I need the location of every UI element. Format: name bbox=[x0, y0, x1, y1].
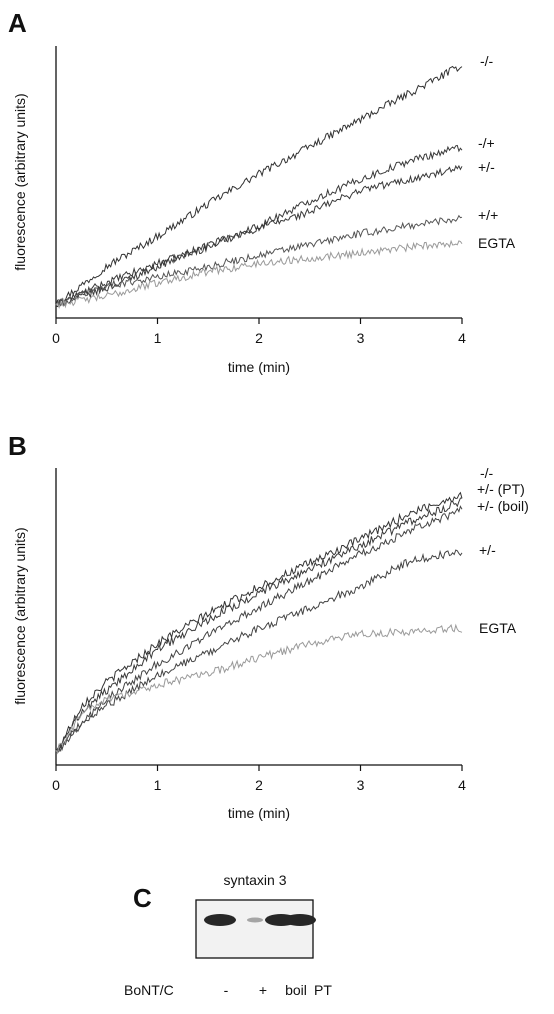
x-tick-label: 4 bbox=[458, 330, 466, 346]
x-tick-label: 2 bbox=[255, 330, 263, 346]
panel-a-series bbox=[55, 65, 463, 310]
panel-b-y-label: fluorescence (arbitrary units) bbox=[12, 527, 28, 704]
panel-b-label-pt: +/- (PT) bbox=[477, 481, 525, 497]
blot-lane-label-4: PT bbox=[314, 982, 332, 998]
panel-b-label-plus-minus: +/- bbox=[479, 542, 496, 558]
blot-lane-label-2: + bbox=[259, 982, 267, 998]
panel-b-label-boil: +/- (boil) bbox=[477, 498, 529, 514]
series-line-2 bbox=[55, 497, 462, 752]
panel-a-label-minus-plus: -/+ bbox=[478, 135, 495, 151]
series-line-4 bbox=[55, 549, 463, 754]
series-line-3 bbox=[55, 505, 463, 753]
series-line-3 bbox=[55, 164, 463, 306]
blot-band-1 bbox=[204, 914, 236, 926]
blot-lane-label-1: - bbox=[224, 982, 229, 998]
x-tick-label: 3 bbox=[357, 330, 365, 346]
x-tick-label: 0 bbox=[52, 777, 60, 793]
panel-c-letter: C bbox=[133, 883, 152, 913]
panel-b-x-label: time (min) bbox=[228, 805, 290, 821]
panel-c: C syntaxin 3 BoNT/C - + boil PT bbox=[124, 872, 332, 998]
panel-b-ticks: 0 1 2 3 4 bbox=[52, 765, 466, 793]
panel-a-x-label: time (min) bbox=[228, 359, 290, 375]
panel-b: B 0 1 2 3 4 time (min) fluorescence (arbitra… bbox=[8, 431, 529, 821]
blot-band-2 bbox=[247, 917, 263, 923]
blot-bands bbox=[204, 914, 316, 926]
x-tick-label: 0 bbox=[52, 330, 60, 346]
series-line-5 bbox=[55, 239, 463, 310]
panel-a-ticks: 0 1 2 3 4 bbox=[52, 318, 466, 346]
blot-membrane bbox=[195, 899, 314, 959]
blot-band-4 bbox=[284, 914, 316, 926]
panel-b-label-minus-minus: -/- bbox=[480, 465, 494, 481]
panel-a-label-egta: EGTA bbox=[478, 235, 516, 251]
panel-b-label-egta: EGTA bbox=[479, 620, 517, 636]
x-tick-label: 4 bbox=[458, 777, 466, 793]
series-line-1 bbox=[55, 491, 463, 753]
panel-a-letter: A bbox=[8, 8, 27, 38]
series-line-4 bbox=[55, 214, 463, 308]
x-tick-label: 2 bbox=[255, 777, 263, 793]
series-line-2 bbox=[55, 144, 463, 307]
series-line-5 bbox=[55, 623, 463, 755]
blot-lane-labels: - + boil PT bbox=[224, 982, 333, 998]
panel-a-label-plus-minus: +/- bbox=[478, 159, 495, 175]
x-tick-label: 3 bbox=[357, 777, 365, 793]
blot-row-label: BoNT/C bbox=[124, 982, 174, 998]
blot-lane-label-3: boil bbox=[285, 982, 307, 998]
panel-a-y-label: fluorescence (arbitrary units) bbox=[12, 93, 28, 270]
panel-a-label-minus-minus: -/- bbox=[480, 53, 494, 69]
series-line-1 bbox=[55, 65, 463, 308]
panel-a: A 0 1 2 3 4 time (min) fluorescence (arbitra… bbox=[8, 8, 516, 375]
panel-a-label-plus-plus: +/+ bbox=[478, 207, 498, 223]
blot-title: syntaxin 3 bbox=[223, 872, 286, 888]
panel-b-letter: B bbox=[8, 431, 27, 461]
x-tick-label: 1 bbox=[154, 777, 162, 793]
x-tick-label: 1 bbox=[154, 330, 162, 346]
panel-b-series bbox=[55, 491, 463, 755]
